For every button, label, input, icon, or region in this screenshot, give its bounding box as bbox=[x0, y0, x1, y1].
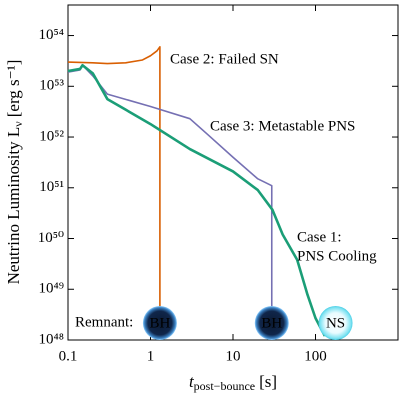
remnant-label: Remnant: bbox=[75, 314, 133, 330]
y-tick-label: 10⁵² bbox=[39, 128, 64, 144]
remnant-marker bbox=[254, 306, 289, 340]
series-line bbox=[67, 46, 161, 340]
x-tick-label: 100 bbox=[304, 348, 327, 364]
series-annotation: Case 3: Metastable PNS bbox=[210, 118, 355, 134]
series-line bbox=[67, 64, 273, 340]
y-axis-label-unit: [erg s⁻¹] bbox=[4, 60, 23, 118]
remnant-text: BH bbox=[149, 315, 170, 331]
series-annotation: PNS Cooling bbox=[297, 248, 377, 264]
y-axis-label-sub: ν bbox=[11, 121, 25, 127]
remnant-text: NS bbox=[326, 315, 345, 331]
y-tick-label: 10⁵⁴ bbox=[39, 27, 64, 43]
remnant-marker bbox=[142, 306, 177, 340]
y-tick-label: 10⁵¹ bbox=[39, 179, 64, 195]
x-axis-label-main: t bbox=[189, 372, 195, 391]
y-tick-label: 10⁵⁰ bbox=[38, 230, 64, 246]
series-annotation: Case 1: bbox=[297, 229, 342, 245]
series-annotation: Case 2: Failed SN bbox=[170, 51, 279, 67]
x-axis-label-sub: post−bounce bbox=[194, 379, 255, 393]
x-axis-label-unit: [s] bbox=[259, 372, 277, 391]
x-tick-label: 10 bbox=[226, 348, 241, 364]
x-tick-label: 1 bbox=[147, 348, 155, 364]
remnant-marker bbox=[318, 306, 353, 340]
y-tick-label: 10⁴⁸ bbox=[39, 331, 64, 347]
x-axis-label: tpost−bounce [s] bbox=[189, 372, 277, 393]
remnant-text: BH bbox=[261, 315, 282, 331]
x-tick-label: 0.1 bbox=[59, 348, 78, 364]
series-line bbox=[67, 63, 327, 337]
y-axis-label: Neutrino Luminosity Lν [erg s⁻¹] bbox=[4, 60, 25, 285]
y-tick-label: 10⁴⁹ bbox=[39, 281, 64, 297]
y-tick-label: 10⁵³ bbox=[39, 78, 64, 94]
y-axis-label-main: Neutrino Luminosity L bbox=[4, 127, 23, 285]
